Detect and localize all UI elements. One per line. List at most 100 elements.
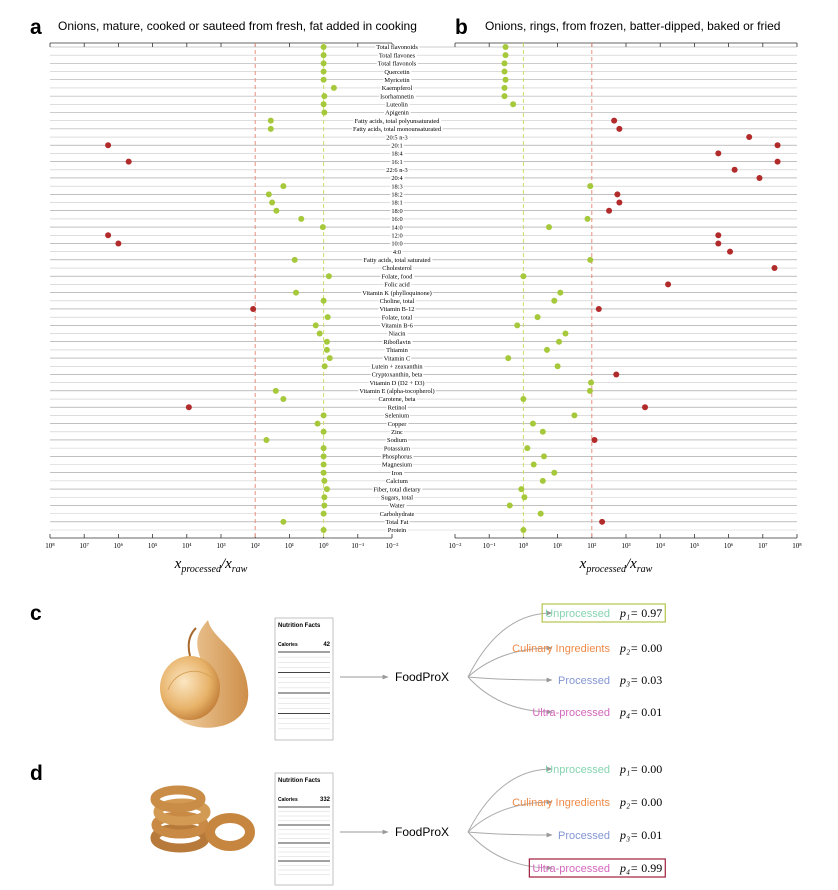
probability-value: 0.00 [641, 795, 662, 809]
probability-value: 0.00 [641, 641, 662, 655]
data-point [715, 150, 722, 157]
data-point [613, 371, 620, 378]
calories-value: 42 [323, 642, 330, 648]
data-point [291, 256, 298, 263]
data-point [588, 379, 595, 386]
data-point [280, 518, 287, 525]
row-label: Calcium [386, 478, 408, 485]
row-label: 12:0 [391, 232, 402, 239]
class-probability: p₃= 0.03 [619, 673, 662, 687]
data-point [642, 404, 649, 411]
data-point [571, 412, 578, 419]
row-label: Fatty acids, total saturated [363, 257, 431, 264]
row-label: 4:0 [393, 249, 401, 256]
class-name: Ultra-processed [532, 863, 610, 875]
row-label: Potassium [384, 445, 410, 452]
row-label-bg [362, 257, 433, 263]
data-point [746, 134, 753, 141]
row-label-bg [385, 101, 410, 107]
row-label: Total flavones [379, 52, 416, 59]
row-label-bg [368, 380, 426, 386]
probability-value: 0.00 [641, 762, 662, 776]
row-label: Quercetin [384, 69, 410, 76]
data-point [520, 273, 527, 280]
data-point [510, 101, 517, 108]
row-label-bg [391, 249, 403, 255]
row-label-bg [390, 224, 404, 230]
highlight-box [541, 603, 666, 623]
row-label: 18:4 [391, 151, 403, 158]
x-tick-label: 10² [251, 542, 260, 550]
row-label: 18:2 [391, 192, 402, 199]
x-tick-label: 10⁷ [79, 542, 89, 550]
row-label-bg [386, 527, 409, 533]
row-label-bg [383, 77, 412, 83]
data-point [316, 330, 323, 337]
model-name: FoodProX [395, 670, 449, 684]
data-point [321, 93, 328, 100]
x-axis-label-part: /x [220, 556, 232, 572]
data-point [250, 305, 257, 312]
data-point [587, 256, 594, 263]
x-axis-label-part: x [174, 556, 182, 572]
row-label: Folic acid [384, 282, 410, 289]
data-point [599, 518, 606, 525]
x-tick-label: 10⁴ [182, 542, 192, 550]
x-axis-label: xprocessed/xraw [174, 556, 248, 575]
row-label: Total flavonols [378, 61, 417, 68]
row-label-bg [378, 298, 416, 304]
data-point [501, 60, 508, 67]
class-name: Unprocessed [545, 608, 610, 620]
x-tick-label: 10⁸ [792, 542, 802, 550]
row-label-bg [386, 437, 408, 443]
arrow [467, 831, 553, 838]
class-name: Culinary Ingredients [512, 643, 610, 655]
data-point [320, 428, 327, 435]
row-label: Zinc [391, 429, 403, 436]
data-point [530, 461, 537, 468]
row-label: 20:5 n-3 [386, 134, 407, 141]
data-point [606, 207, 613, 214]
x-axis-label-part: /x [625, 556, 637, 572]
onion-rings-image [150, 785, 255, 853]
data-point [591, 436, 598, 443]
probability-value: 0.01 [641, 705, 662, 719]
row-label-bg [382, 355, 412, 361]
data-point [774, 158, 781, 165]
nutrition-label [274, 772, 334, 886]
row-label: 18:3 [391, 183, 402, 190]
data-point [529, 420, 536, 427]
data-point [115, 240, 122, 247]
probability-value: 0.03 [641, 673, 662, 687]
row-label-bg [380, 85, 414, 91]
x-tick-label: 10⁴ [655, 542, 665, 550]
nutrition-label [274, 617, 334, 741]
data-point [501, 93, 508, 100]
data-point [544, 346, 551, 353]
x-axis-label: xprocessed/xraw [579, 556, 653, 575]
onion-image [160, 620, 249, 728]
probability-symbol: p₁= [619, 606, 638, 620]
x-tick-label: 10³ [621, 542, 630, 550]
row-label: Folate, total [382, 314, 413, 321]
probability-symbol: p₂= [619, 641, 638, 655]
nutrition-title: Nutrition Facts [278, 623, 321, 629]
data-point [320, 60, 327, 67]
row-label: Vitamin K (phylloquinone) [362, 290, 432, 297]
class-probability: p₄= 0.01 [619, 705, 662, 719]
row-label-bg [386, 421, 409, 427]
data-point [614, 191, 621, 198]
class-name: Processed [558, 830, 610, 842]
row-label-bg [378, 306, 416, 312]
x-axis-label-part: raw [232, 564, 248, 575]
data-point [273, 207, 280, 214]
data-point [520, 396, 527, 403]
data-point [616, 199, 623, 206]
data-point [125, 158, 132, 165]
data-point [518, 486, 525, 493]
data-point [280, 183, 287, 190]
row-label: 22:6 n-3 [386, 167, 407, 174]
data-point [551, 297, 558, 304]
data-point [323, 338, 330, 345]
